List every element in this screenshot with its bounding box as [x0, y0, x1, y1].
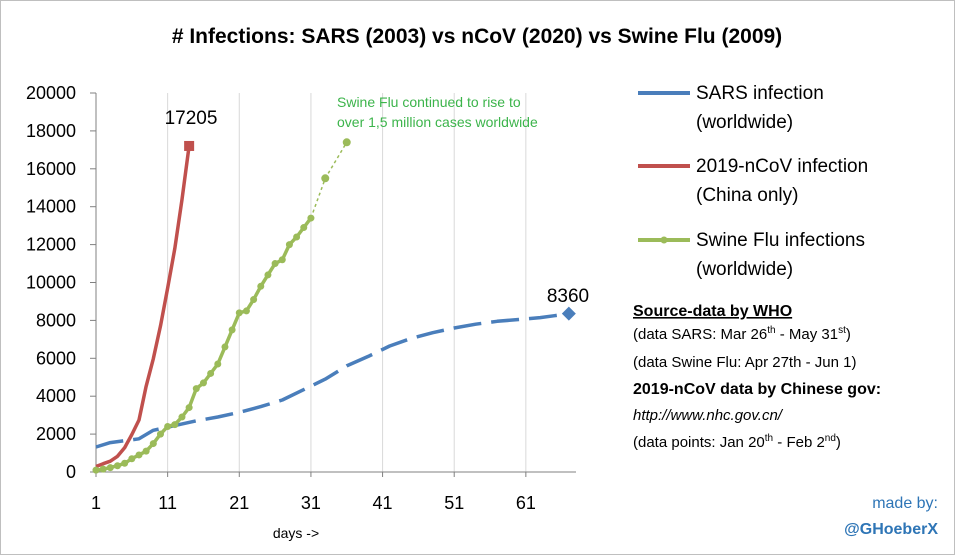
annotation-line-1: Swine Flu continued to rise to — [337, 94, 521, 110]
swine-extension-point — [342, 138, 351, 147]
swine-point — [142, 447, 150, 455]
legend-sars-line1: SARS infection — [696, 83, 824, 104]
x-tick-label: 21 — [229, 493, 249, 513]
swine-point — [149, 440, 157, 448]
legend-swine-line1: Swine Flu infections — [696, 230, 865, 251]
ncov-line — [95, 145, 191, 469]
y-tick-label: 14000 — [26, 197, 76, 217]
swine-point — [99, 465, 107, 473]
swine-point — [307, 214, 315, 222]
sars-line — [95, 311, 570, 449]
y-tick-label: 6000 — [36, 348, 76, 368]
swine-point — [106, 464, 114, 472]
swine-point — [250, 296, 258, 304]
legend-ncov-line2: (China only) — [696, 185, 798, 206]
y-tick-label: 10000 — [26, 273, 76, 293]
annotation-line-2: over 1,5 million cases worldwide — [337, 114, 538, 130]
swine-point — [278, 256, 286, 264]
swine-point — [192, 385, 200, 393]
x-tick-label: 31 — [301, 493, 321, 513]
series-markers — [92, 138, 576, 474]
swine-point — [156, 430, 164, 438]
source-heading: Source-data by WHO — [633, 303, 792, 320]
source-data-points: (data points: Jan 20th - Feb 2nd) — [633, 433, 841, 451]
swine-point — [199, 379, 207, 387]
swine-point — [92, 466, 100, 474]
swine-line — [95, 217, 313, 472]
x-tick-label: 1 — [91, 493, 101, 513]
credit-line-2[interactable]: @GHoeberX — [844, 521, 938, 538]
y-tick-label: 12000 — [26, 235, 76, 255]
x-tick-label: 51 — [444, 493, 464, 513]
x-axis-label: days -> — [273, 525, 319, 541]
source-url[interactable]: http://www.nhc.gov.cn/ — [633, 407, 784, 424]
y-tick-label: 8000 — [36, 310, 76, 330]
sars-end-label: 8360 — [547, 286, 589, 307]
y-tick-label: 4000 — [36, 386, 76, 406]
swine-point — [113, 462, 121, 470]
y-tick-label: 20000 — [26, 83, 76, 103]
series-lines — [95, 141, 570, 472]
swine-point — [257, 282, 265, 290]
legend-marker-swine — [660, 236, 668, 244]
swine-point — [271, 260, 279, 268]
swine-point — [264, 271, 272, 279]
source-ncov-heading: 2019-nCoV data by Chinese gov: — [633, 381, 881, 398]
x-tick-label: 11 — [158, 493, 177, 513]
source-sars: (data SARS: Mar 26th - May 31st) — [633, 325, 851, 343]
y-tick-label: 16000 — [26, 159, 76, 179]
source-block: Source-data by WHO (data SARS: Mar 26th … — [633, 303, 881, 451]
legend-sars-line2: (worldwide) — [696, 112, 793, 133]
legend: SARS infection (worldwide) 2019-nCoV inf… — [638, 83, 868, 280]
y-tick-labels: 0 2000 4000 6000 8000 10000 12000 14000 16000 180… — [26, 83, 76, 482]
swine-point — [221, 343, 229, 351]
swine-point — [128, 455, 136, 463]
swine-point — [185, 404, 193, 412]
x-tick-labels: 1 11 21 31 41 51 61 — [91, 493, 536, 513]
swine-point — [164, 423, 172, 431]
x-tick-label: 61 — [516, 493, 536, 513]
source-swine: (data Swine Flu: Apr 27th - Jun 1) — [633, 354, 856, 371]
swine-point — [214, 360, 222, 368]
swine-extension-line — [310, 141, 348, 219]
chart-title: # Infections: SARS (2003) vs nCoV (2020)… — [172, 25, 782, 48]
y-tick-label: 0 — [66, 462, 76, 482]
swine-point — [207, 369, 215, 377]
swine-point — [293, 233, 301, 241]
ncov-end-marker — [184, 140, 195, 151]
swine-point — [178, 413, 186, 421]
grid-lines — [95, 93, 527, 472]
sars-end-marker — [561, 306, 576, 321]
swine-point — [235, 309, 243, 317]
x-tick-label: 41 — [373, 493, 393, 513]
axes — [90, 92, 576, 477]
swine-point — [228, 326, 236, 334]
swine-point — [171, 421, 179, 429]
swine-extension-point — [321, 174, 330, 183]
swine-point — [300, 224, 308, 232]
legend-swine-line2: (worldwide) — [696, 259, 793, 280]
y-tick-label: 18000 — [26, 121, 76, 141]
swine-point — [285, 241, 293, 249]
swine-point — [242, 307, 250, 315]
swine-point — [135, 451, 143, 459]
legend-ncov-line1: 2019-nCoV infection — [696, 156, 868, 177]
swine-point — [121, 459, 129, 467]
y-tick-label: 2000 — [36, 424, 76, 444]
ncov-end-label: 17205 — [165, 108, 218, 129]
credit-line-1: made by: — [872, 495, 938, 512]
